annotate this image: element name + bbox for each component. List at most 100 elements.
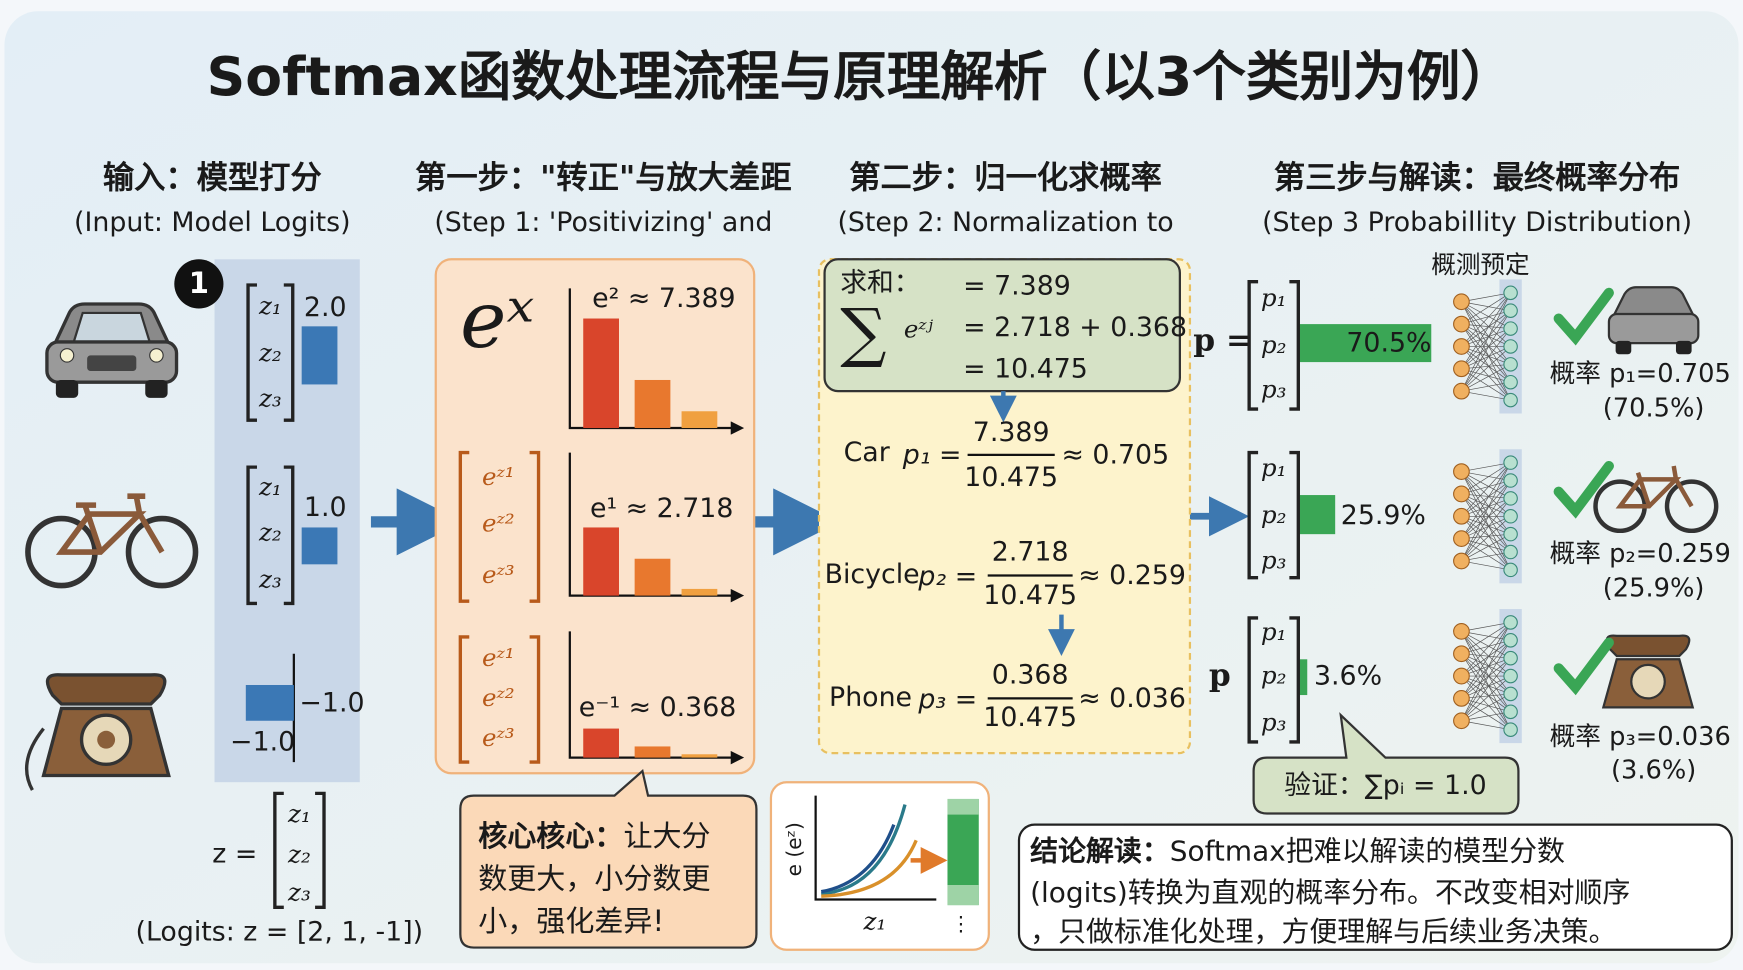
network-node [1453, 712, 1470, 730]
network-node [1503, 722, 1518, 737]
network-edge [1461, 328, 1511, 392]
network-edge [1461, 653, 1511, 677]
network-node [1453, 622, 1470, 640]
network-node [1503, 650, 1518, 666]
result: ≈ 0.705 [1061, 439, 1169, 470]
network-edge [1461, 310, 1511, 325]
bicycle-icon [1593, 465, 1719, 534]
bracket [458, 635, 470, 764]
bracket [529, 450, 541, 603]
logit-value: 1.0 [304, 492, 347, 523]
network-edge [1461, 493, 1511, 535]
network-edge [1461, 516, 1511, 571]
network-node [1503, 455, 1518, 470]
network-edge [1461, 675, 1511, 721]
bracket [1289, 616, 1300, 744]
vector-entry: eᶻ² [482, 509, 515, 538]
network-node [1503, 615, 1518, 630]
network-node [1503, 704, 1518, 720]
network-edge [1461, 675, 1511, 699]
network-edge [1461, 693, 1511, 722]
network-edge [1461, 323, 1511, 365]
vector-label: p [1209, 658, 1231, 694]
bar [681, 411, 718, 429]
network-edge [1461, 328, 1511, 370]
equation-lhs: p₂ = [917, 561, 977, 592]
network-edge [1461, 346, 1511, 392]
network-node [1503, 303, 1518, 318]
bracket [529, 635, 541, 764]
result: ≈ 0.259 [1078, 560, 1186, 591]
network-edge [1461, 498, 1511, 539]
network-edge [1461, 640, 1511, 677]
network-node [1453, 293, 1470, 311]
percent: (70.5%) [1603, 394, 1705, 424]
mini-x-label: z₁ [862, 906, 886, 935]
network-node [1503, 285, 1518, 301]
network-node [1453, 463, 1470, 480]
caption: (Logits: z = [2, 1, -1]) [136, 917, 424, 948]
decoration [1615, 340, 1632, 355]
mini-chart-frame [769, 781, 990, 951]
step1-panel [434, 258, 756, 775]
network-node [1453, 360, 1470, 378]
bar [681, 754, 718, 758]
network-edge [1461, 675, 1511, 713]
network-icons [1453, 279, 1522, 744]
bracket [1289, 279, 1300, 411]
network-node [1503, 339, 1518, 354]
percent: (3.6%) [1611, 756, 1696, 786]
network-node [1453, 382, 1470, 400]
network-node [1503, 686, 1518, 702]
network-edge [1461, 657, 1511, 721]
network-edge [1461, 310, 1511, 392]
sum-term: eᶻʲ [904, 314, 934, 343]
vector-entry: p₂ [1261, 330, 1287, 359]
network-edge [1461, 622, 1511, 677]
network-edge [1461, 493, 1511, 571]
network-edge [1461, 622, 1511, 654]
network-edge [1461, 516, 1511, 562]
network-edge [1461, 292, 1511, 347]
numerator: 0.368 [992, 660, 1069, 691]
network-edge [1461, 653, 1511, 695]
network-node [1503, 321, 1518, 336]
decoration [59, 348, 75, 363]
bracket [1247, 450, 1259, 580]
equation-lhs: p₁ = [902, 439, 962, 470]
network-node [1503, 562, 1518, 578]
decoration [87, 355, 137, 372]
callout-line: 让大分 [623, 819, 710, 853]
network-edge [1461, 292, 1511, 325]
conclusion-line: (logits)转换为直观的概率分布。不改变相对顺序 [1030, 876, 1630, 909]
network-node [1503, 526, 1518, 542]
check-text: 验证：∑pᵢ = 1.0 [1284, 770, 1486, 801]
network-edge [1461, 538, 1511, 553]
bar [681, 588, 718, 596]
curve [821, 804, 907, 896]
network-edge [1461, 368, 1511, 383]
decoration [1664, 479, 1719, 534]
car-icon [45, 302, 179, 398]
network-edge [1461, 657, 1511, 699]
network-edge [1461, 292, 1511, 369]
callout-line: 小，强化差异! [478, 904, 664, 938]
network-edge [1461, 622, 1511, 699]
vector-entry: p₂ [1261, 661, 1287, 690]
decoration [1605, 634, 1691, 658]
class-label: Bicycle [825, 559, 920, 590]
conclusion-line: ，只做标准化处理，方便理解与后续业务决策。 [1030, 915, 1616, 948]
network-node [1453, 485, 1470, 503]
bicycle-icon [25, 493, 199, 589]
network-edge [1461, 675, 1511, 695]
logit-bar [301, 527, 338, 565]
bracket [1289, 450, 1300, 580]
network-edge [1461, 480, 1511, 539]
network-node [1453, 645, 1470, 663]
network-edge [1461, 657, 1511, 677]
axis-label: −1.0 [230, 727, 295, 758]
vector-entry: z₁ [258, 291, 282, 320]
network-node [1453, 315, 1470, 333]
phone-icon [25, 673, 171, 791]
